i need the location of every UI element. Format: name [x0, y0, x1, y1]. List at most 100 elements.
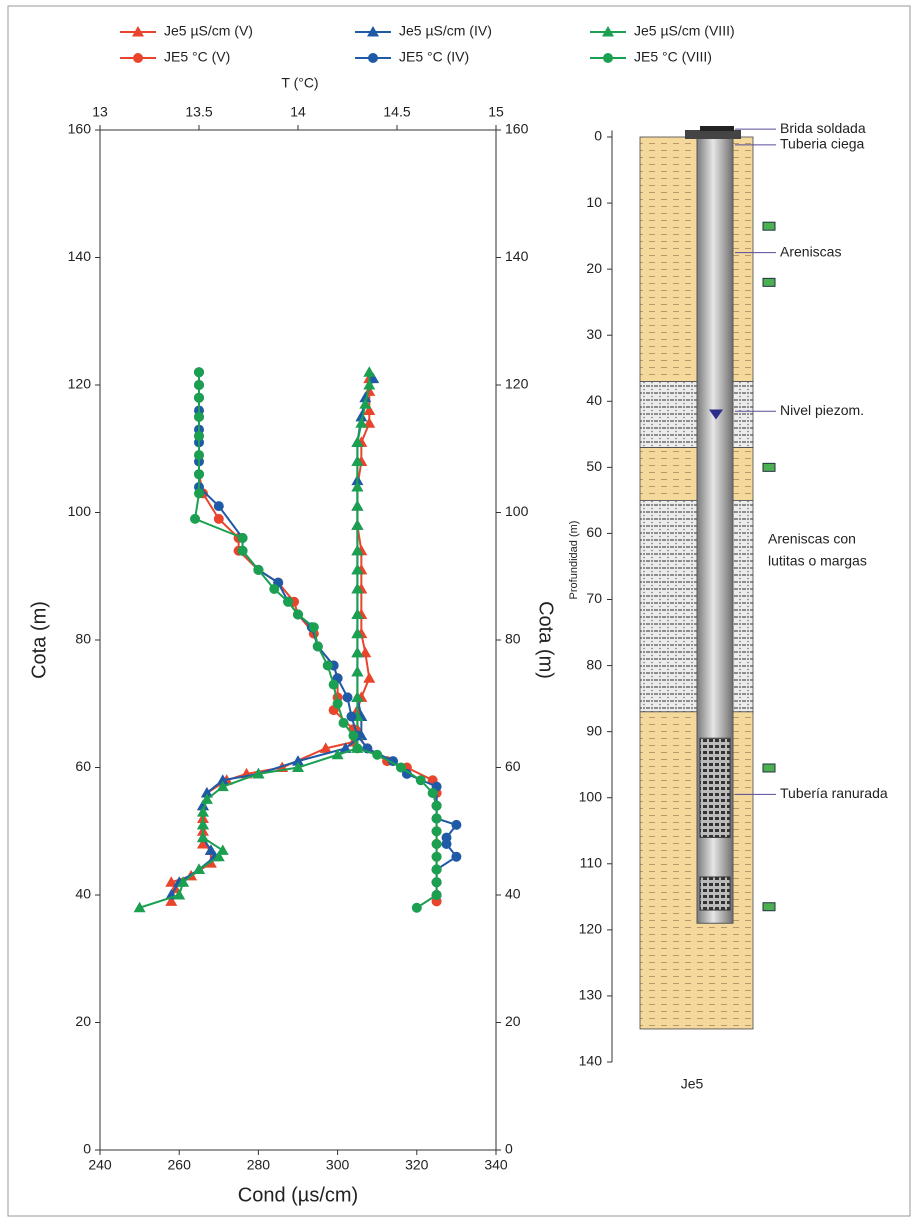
depth-tick-label: 10 [586, 194, 602, 210]
marker-circle [431, 864, 442, 875]
marker-circle [431, 839, 442, 849]
depth-tick-label: 30 [586, 326, 602, 342]
marker-circle [293, 609, 303, 620]
marker-triangle [359, 646, 372, 658]
y-axis-title-right: Cota (m) [535, 601, 557, 679]
marker-triangle [212, 850, 225, 862]
legend-marker [133, 53, 143, 63]
screen [699, 737, 731, 838]
depth-tick-label: 0 [594, 128, 602, 144]
marker-triangle [351, 646, 364, 658]
marker-circle [328, 679, 339, 690]
depth-tick-label: 120 [579, 921, 603, 937]
sample [762, 221, 776, 231]
marker-triangle [196, 818, 209, 830]
marker-triangle [351, 500, 364, 511]
marker-circle [401, 768, 412, 779]
marker-circle [431, 826, 442, 837]
marker-circle [253, 564, 264, 575]
marker-triangle [355, 410, 368, 422]
marker-circle [190, 513, 201, 524]
x-tick-label: 280 [247, 1157, 271, 1173]
marker-circle [269, 584, 280, 594]
marker-triangle [319, 742, 332, 753]
frame [7, 5, 911, 1217]
y-tick-label-right: 0 [505, 1141, 513, 1157]
marker-triangle [351, 563, 364, 575]
annotation: Tubería ranurada [780, 785, 888, 801]
marker-triangle [200, 787, 213, 798]
marker-triangle [193, 863, 205, 874]
marker-circle [194, 367, 204, 378]
marker-circle [431, 813, 442, 824]
x-tick-label: 300 [326, 1157, 350, 1173]
marker-circle [451, 819, 462, 830]
series-line [198, 372, 438, 902]
screen [699, 876, 731, 911]
marker-triangle [200, 793, 213, 804]
y-tick-label-right: 140 [505, 248, 529, 264]
marker-circle [194, 392, 204, 403]
marker-triangle [165, 876, 178, 887]
y-tick-label: 100 [68, 503, 92, 519]
y-tick-label-right: 60 [505, 758, 521, 774]
flange [685, 130, 741, 139]
legend-marker [603, 53, 613, 63]
marker-circle [194, 380, 204, 390]
series-line [139, 372, 371, 909]
marker-triangle [196, 838, 209, 849]
annotation: Nivel piezom. [780, 402, 864, 418]
legend-label: Je5 µS/cm (VIII) [634, 23, 735, 39]
y-tick-label: 0 [83, 1141, 91, 1157]
flange-top [700, 126, 734, 131]
legend-label: JE5 °C (VIII) [634, 49, 712, 65]
marker-triangle [351, 436, 364, 447]
marker-circle [346, 711, 357, 722]
marker-triangle [177, 876, 190, 887]
marker-triangle [216, 844, 229, 855]
marker-circle [427, 788, 438, 798]
x2-tick-label: 15 [488, 104, 504, 120]
marker-circle [213, 513, 224, 524]
marker-circle [338, 717, 349, 728]
y-tick-label: 140 [68, 248, 92, 264]
legend-marker [602, 26, 614, 37]
marker-circle [194, 431, 204, 441]
marker-triangle [363, 379, 376, 390]
depth-axis-title: Profundidad (m) [568, 521, 580, 600]
marker-triangle [133, 901, 146, 913]
marker-circle [194, 469, 204, 480]
marker-circle [237, 533, 248, 543]
marker-triangle [351, 608, 364, 619]
marker-circle [342, 692, 353, 703]
sample [762, 902, 776, 912]
x-tick-label: 260 [168, 1157, 192, 1173]
marker-triangle [351, 627, 364, 639]
marker-circle [312, 641, 323, 652]
marker-triangle [359, 391, 372, 403]
y-tick-label-right: 40 [505, 886, 521, 902]
x-tick-label: 240 [88, 1157, 112, 1173]
y-tick-label: 160 [68, 121, 92, 137]
marker-circle [213, 501, 224, 512]
marker-triangle [216, 780, 229, 792]
marker-triangle [351, 583, 364, 594]
marker-circle [194, 450, 204, 461]
depth-tick-label: 80 [586, 656, 602, 672]
marker-triangle [351, 544, 364, 556]
marker-circle [431, 851, 442, 862]
marker-triangle [351, 455, 364, 466]
depth-tick-label: 50 [586, 458, 602, 474]
marker-triangle [196, 806, 209, 817]
y-tick-label: 40 [75, 886, 91, 902]
marker-circle [415, 775, 426, 786]
x2-tick-label: 13.5 [185, 104, 212, 120]
plot-frame [99, 129, 497, 1151]
marker-triangle [252, 767, 265, 779]
annotation: Brida soldada [780, 120, 866, 136]
series-line [198, 372, 459, 895]
marker-circle [395, 762, 406, 773]
marker-triangle [292, 755, 304, 766]
depth-tick-label: 60 [586, 524, 602, 540]
